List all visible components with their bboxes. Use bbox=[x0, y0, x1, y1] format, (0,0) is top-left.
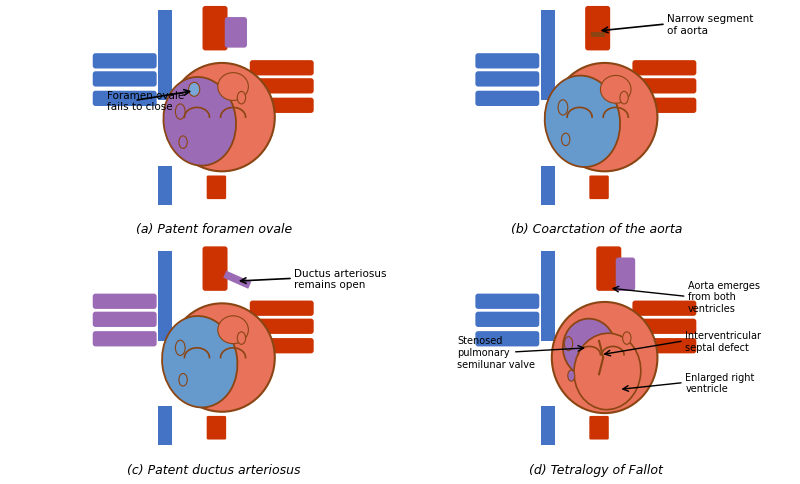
Ellipse shape bbox=[175, 340, 185, 356]
Ellipse shape bbox=[179, 374, 187, 386]
Text: Foramen ovale
fails to close: Foramen ovale fails to close bbox=[106, 91, 184, 112]
FancyBboxPatch shape bbox=[616, 258, 635, 291]
Ellipse shape bbox=[169, 64, 274, 172]
FancyBboxPatch shape bbox=[93, 91, 157, 107]
FancyBboxPatch shape bbox=[250, 61, 314, 76]
FancyBboxPatch shape bbox=[541, 11, 554, 101]
FancyBboxPatch shape bbox=[225, 18, 247, 48]
Text: Interventricular
septal defect: Interventricular septal defect bbox=[686, 331, 762, 352]
Ellipse shape bbox=[558, 101, 568, 116]
FancyBboxPatch shape bbox=[250, 301, 314, 316]
FancyBboxPatch shape bbox=[633, 319, 696, 334]
Ellipse shape bbox=[563, 319, 616, 377]
Text: Enlarged right
ventricle: Enlarged right ventricle bbox=[686, 372, 754, 393]
FancyBboxPatch shape bbox=[633, 61, 696, 76]
FancyArrow shape bbox=[223, 271, 251, 289]
FancyBboxPatch shape bbox=[158, 166, 172, 205]
Ellipse shape bbox=[601, 76, 631, 104]
Ellipse shape bbox=[564, 337, 573, 351]
FancyBboxPatch shape bbox=[596, 247, 622, 291]
FancyBboxPatch shape bbox=[158, 251, 172, 341]
Text: Narrow segment
of aorta: Narrow segment of aorta bbox=[667, 14, 754, 36]
FancyBboxPatch shape bbox=[202, 247, 227, 291]
FancyBboxPatch shape bbox=[475, 91, 539, 107]
FancyBboxPatch shape bbox=[250, 319, 314, 334]
Ellipse shape bbox=[238, 92, 246, 105]
FancyBboxPatch shape bbox=[541, 407, 554, 445]
Ellipse shape bbox=[622, 332, 631, 345]
FancyBboxPatch shape bbox=[158, 11, 172, 101]
Ellipse shape bbox=[238, 332, 246, 345]
Text: (a) Patent foramen ovale: (a) Patent foramen ovale bbox=[135, 223, 292, 236]
FancyBboxPatch shape bbox=[590, 416, 609, 439]
Ellipse shape bbox=[568, 370, 574, 381]
FancyBboxPatch shape bbox=[250, 79, 314, 94]
FancyBboxPatch shape bbox=[590, 176, 609, 200]
Ellipse shape bbox=[552, 64, 658, 172]
Ellipse shape bbox=[562, 134, 570, 146]
Ellipse shape bbox=[620, 92, 628, 105]
Ellipse shape bbox=[179, 136, 187, 149]
FancyBboxPatch shape bbox=[206, 416, 226, 439]
FancyBboxPatch shape bbox=[250, 338, 314, 354]
Ellipse shape bbox=[552, 302, 658, 413]
Ellipse shape bbox=[218, 316, 248, 344]
Ellipse shape bbox=[175, 105, 185, 120]
FancyBboxPatch shape bbox=[590, 33, 605, 37]
FancyBboxPatch shape bbox=[475, 54, 539, 69]
FancyBboxPatch shape bbox=[93, 294, 157, 309]
FancyBboxPatch shape bbox=[93, 312, 157, 327]
FancyBboxPatch shape bbox=[93, 72, 157, 88]
Ellipse shape bbox=[218, 74, 248, 101]
FancyBboxPatch shape bbox=[541, 166, 554, 205]
FancyBboxPatch shape bbox=[475, 312, 539, 327]
FancyBboxPatch shape bbox=[475, 294, 539, 309]
FancyBboxPatch shape bbox=[633, 79, 696, 94]
Ellipse shape bbox=[574, 333, 641, 410]
FancyBboxPatch shape bbox=[475, 332, 539, 347]
FancyBboxPatch shape bbox=[541, 251, 554, 341]
FancyBboxPatch shape bbox=[158, 407, 172, 445]
Text: (d) Tetralogy of Fallot: (d) Tetralogy of Fallot bbox=[530, 463, 663, 476]
FancyBboxPatch shape bbox=[93, 54, 157, 69]
Text: Aorta emerges
from both
ventricles: Aorta emerges from both ventricles bbox=[688, 280, 760, 313]
FancyBboxPatch shape bbox=[206, 176, 226, 200]
FancyBboxPatch shape bbox=[250, 98, 314, 114]
FancyBboxPatch shape bbox=[202, 7, 227, 51]
FancyBboxPatch shape bbox=[633, 301, 696, 316]
Text: Ductus arteriosus
remains open: Ductus arteriosus remains open bbox=[294, 268, 386, 289]
Ellipse shape bbox=[163, 78, 236, 166]
Ellipse shape bbox=[162, 317, 238, 408]
FancyBboxPatch shape bbox=[93, 332, 157, 347]
Ellipse shape bbox=[189, 83, 200, 97]
FancyBboxPatch shape bbox=[633, 98, 696, 114]
Text: (c) Patent ductus arteriosus: (c) Patent ductus arteriosus bbox=[127, 463, 300, 476]
Text: (b) Coarctation of the aorta: (b) Coarctation of the aorta bbox=[510, 223, 682, 236]
FancyBboxPatch shape bbox=[475, 72, 539, 88]
Ellipse shape bbox=[169, 304, 274, 412]
FancyBboxPatch shape bbox=[633, 338, 696, 354]
Ellipse shape bbox=[545, 76, 620, 167]
Text: Stenosed
pulmonary
semilunar valve: Stenosed pulmonary semilunar valve bbox=[458, 336, 535, 369]
FancyBboxPatch shape bbox=[585, 7, 610, 51]
